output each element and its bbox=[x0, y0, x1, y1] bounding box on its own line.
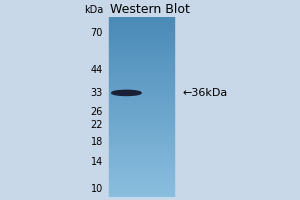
Bar bbox=[109, 21, 174, 26]
Bar bbox=[109, 85, 174, 89]
Bar bbox=[109, 26, 174, 30]
Text: 70: 70 bbox=[91, 28, 103, 38]
Bar bbox=[109, 116, 174, 121]
Bar bbox=[109, 71, 174, 76]
Bar bbox=[109, 161, 174, 166]
Bar bbox=[109, 58, 174, 62]
Bar bbox=[109, 103, 174, 107]
Bar bbox=[109, 76, 174, 80]
Text: 10: 10 bbox=[91, 184, 103, 194]
Bar bbox=[109, 53, 174, 58]
Bar bbox=[109, 130, 174, 134]
Bar bbox=[109, 184, 174, 188]
Bar bbox=[109, 39, 174, 44]
Bar bbox=[109, 193, 174, 197]
Bar bbox=[109, 98, 174, 103]
Bar bbox=[109, 175, 174, 179]
Bar bbox=[109, 143, 174, 148]
Bar bbox=[109, 80, 174, 85]
Bar bbox=[109, 139, 174, 143]
Text: ←36kDa: ←36kDa bbox=[182, 88, 228, 98]
Text: 22: 22 bbox=[90, 120, 103, 130]
Ellipse shape bbox=[112, 90, 141, 95]
Bar bbox=[109, 166, 174, 170]
Bar bbox=[109, 112, 174, 116]
Text: 14: 14 bbox=[91, 157, 103, 167]
Bar bbox=[109, 152, 174, 157]
Bar bbox=[109, 125, 174, 130]
Bar bbox=[109, 121, 174, 125]
Bar bbox=[109, 30, 174, 35]
Bar bbox=[109, 17, 174, 21]
Title: Western Blot: Western Blot bbox=[110, 3, 190, 16]
Bar bbox=[109, 179, 174, 184]
Bar bbox=[109, 89, 174, 94]
Text: 18: 18 bbox=[91, 137, 103, 147]
Bar bbox=[109, 35, 174, 39]
Bar bbox=[109, 67, 174, 71]
Text: kDa: kDa bbox=[84, 5, 103, 15]
Text: 26: 26 bbox=[91, 107, 103, 117]
Bar bbox=[109, 48, 174, 53]
Bar bbox=[109, 148, 174, 152]
Bar bbox=[109, 170, 174, 175]
Bar bbox=[109, 94, 174, 98]
Bar bbox=[109, 107, 174, 112]
Bar bbox=[109, 157, 174, 161]
Text: 33: 33 bbox=[91, 88, 103, 98]
Text: 44: 44 bbox=[91, 65, 103, 75]
Bar bbox=[109, 188, 174, 193]
Bar bbox=[109, 44, 174, 48]
Bar bbox=[109, 134, 174, 139]
Bar bbox=[109, 62, 174, 67]
